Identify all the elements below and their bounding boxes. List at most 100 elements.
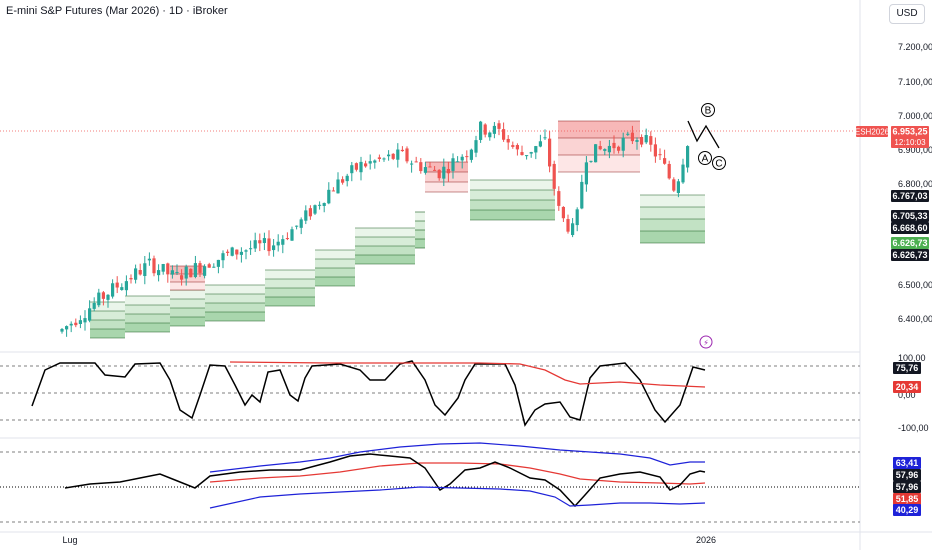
osc2-tag: [893, 481, 921, 493]
zone-band: [470, 190, 555, 200]
candle-body: [267, 238, 271, 252]
candle: [244, 249, 248, 260]
candle: [644, 128, 648, 145]
candle: [529, 151, 533, 158]
osc2-tag: [893, 504, 921, 516]
candle-body: [341, 179, 345, 183]
candle: [258, 233, 262, 252]
candle-body: [672, 179, 676, 191]
osc2-tag-text: 57,96: [896, 470, 919, 480]
zone-band: [125, 314, 170, 323]
osc1-tag: [893, 362, 921, 374]
candle: [640, 134, 644, 148]
candle: [368, 154, 372, 170]
time-axis-label: 2026: [696, 535, 716, 545]
zone-band: [90, 329, 125, 338]
candle-body: [479, 121, 483, 140]
osc2-tag-text: 57,96: [896, 482, 919, 492]
candle: [189, 268, 193, 278]
candle-body: [511, 145, 515, 147]
candle-body: [686, 146, 690, 168]
candle-body: [88, 308, 92, 321]
candle: [511, 141, 515, 149]
zone-band: [205, 285, 265, 294]
candle-body: [290, 229, 294, 241]
candle: [88, 300, 92, 323]
osc2-tag: [893, 457, 921, 469]
candle: [410, 160, 414, 173]
candle-body: [557, 191, 561, 206]
candle-body: [336, 179, 340, 194]
candle: [515, 143, 519, 156]
osc2-main-line: [64, 453, 706, 508]
candle: [276, 234, 280, 252]
wave-label-circle: [701, 103, 715, 117]
candle: [359, 156, 363, 181]
candle-body: [74, 322, 78, 326]
candle-body: [396, 149, 400, 160]
osc1-line-red: [229, 361, 706, 388]
candle-body: [203, 266, 207, 276]
candle-body: [83, 318, 87, 323]
candle: [603, 148, 607, 156]
osc1-tag-text: 20,34: [896, 382, 919, 392]
candle-body: [405, 148, 409, 162]
osc1-line-black: [31, 360, 706, 427]
level-tag: [891, 249, 929, 261]
candle: [304, 205, 308, 225]
candle-body: [543, 137, 547, 139]
candle-body: [331, 190, 335, 192]
candle: [534, 145, 538, 160]
candle: [157, 264, 161, 282]
candle-body: [193, 263, 197, 278]
candle: [226, 249, 230, 256]
candle-body: [474, 140, 478, 153]
candle-body: [488, 132, 492, 138]
candle: [686, 145, 690, 173]
candle: [134, 264, 138, 284]
candle: [598, 140, 602, 151]
candle: [331, 187, 335, 192]
candle-body: [423, 167, 427, 173]
candle: [658, 148, 662, 161]
green-band-zone: [125, 295, 170, 333]
candle: [433, 166, 437, 171]
candle: [419, 158, 423, 174]
zone-band: [125, 305, 170, 314]
candle: [653, 137, 657, 163]
zone-band: [470, 210, 555, 220]
currency-button[interactable]: USD: [889, 4, 925, 24]
candle-body: [318, 204, 322, 206]
zone-band: [640, 231, 705, 243]
zone-band: [415, 212, 425, 221]
candle: [667, 160, 671, 180]
candle: [101, 290, 105, 306]
candle-body: [65, 326, 69, 330]
candle: [249, 240, 253, 255]
candle-body: [497, 123, 501, 129]
candle-body: [373, 160, 377, 163]
candle-body: [221, 253, 225, 261]
zone-band: [265, 270, 315, 279]
candle-body: [253, 240, 257, 249]
osc1-tag-text: 75,76: [896, 363, 919, 373]
candle: [212, 263, 216, 268]
price-axis-tick: 6.400,00: [898, 314, 932, 324]
candle-body: [97, 292, 101, 306]
candle-body: [548, 138, 552, 167]
osc2-tag: [893, 469, 921, 481]
level-tag: [891, 210, 929, 222]
candle-body: [676, 181, 680, 194]
candle: [630, 125, 634, 145]
candle-body: [60, 328, 64, 332]
candle-body: [175, 271, 179, 273]
candle-body: [235, 249, 239, 255]
candle: [92, 297, 96, 312]
candle-body: [184, 266, 188, 279]
candle: [649, 131, 653, 152]
zone-band: [265, 288, 315, 297]
candle: [607, 139, 611, 159]
zone-band: [125, 323, 170, 332]
candle: [676, 178, 680, 198]
